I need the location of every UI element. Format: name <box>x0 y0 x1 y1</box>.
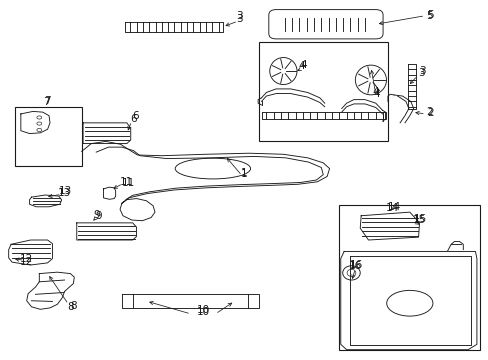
Text: 6: 6 <box>132 111 138 121</box>
Text: 10: 10 <box>196 307 209 317</box>
Text: 15: 15 <box>412 215 426 225</box>
Text: 3: 3 <box>417 68 424 78</box>
Text: 15: 15 <box>413 213 426 224</box>
Text: 11: 11 <box>120 177 133 187</box>
Text: 14: 14 <box>387 202 400 212</box>
Text: 6: 6 <box>130 113 137 123</box>
Text: 9: 9 <box>93 210 100 220</box>
Text: 14: 14 <box>386 203 399 213</box>
Text: 9: 9 <box>95 211 102 221</box>
Text: 12: 12 <box>20 257 33 267</box>
Bar <box>339 205 479 350</box>
Text: 12: 12 <box>20 254 33 264</box>
Text: 13: 13 <box>58 188 71 198</box>
Text: 8: 8 <box>67 302 74 312</box>
Text: 16: 16 <box>349 260 362 270</box>
Text: 4: 4 <box>300 60 306 70</box>
Text: 7: 7 <box>44 96 51 106</box>
Text: 4: 4 <box>372 87 378 97</box>
Text: 8: 8 <box>70 301 77 311</box>
Text: 2: 2 <box>426 108 433 118</box>
Text: 3: 3 <box>236 14 243 23</box>
Text: 5: 5 <box>426 10 433 20</box>
Text: 2: 2 <box>425 107 432 117</box>
Text: 4: 4 <box>373 89 379 99</box>
Text: 7: 7 <box>43 97 49 107</box>
Bar <box>15 107 81 166</box>
Text: 1: 1 <box>241 168 247 179</box>
Text: 4: 4 <box>298 61 305 71</box>
Text: 13: 13 <box>59 186 72 197</box>
Text: 3: 3 <box>418 66 425 76</box>
Text: 1: 1 <box>241 168 247 178</box>
Text: 5: 5 <box>425 11 432 21</box>
Text: 16: 16 <box>348 261 361 271</box>
Bar <box>259 42 387 141</box>
Text: 3: 3 <box>236 12 243 21</box>
Text: 10: 10 <box>196 305 209 315</box>
Text: 11: 11 <box>122 178 135 188</box>
